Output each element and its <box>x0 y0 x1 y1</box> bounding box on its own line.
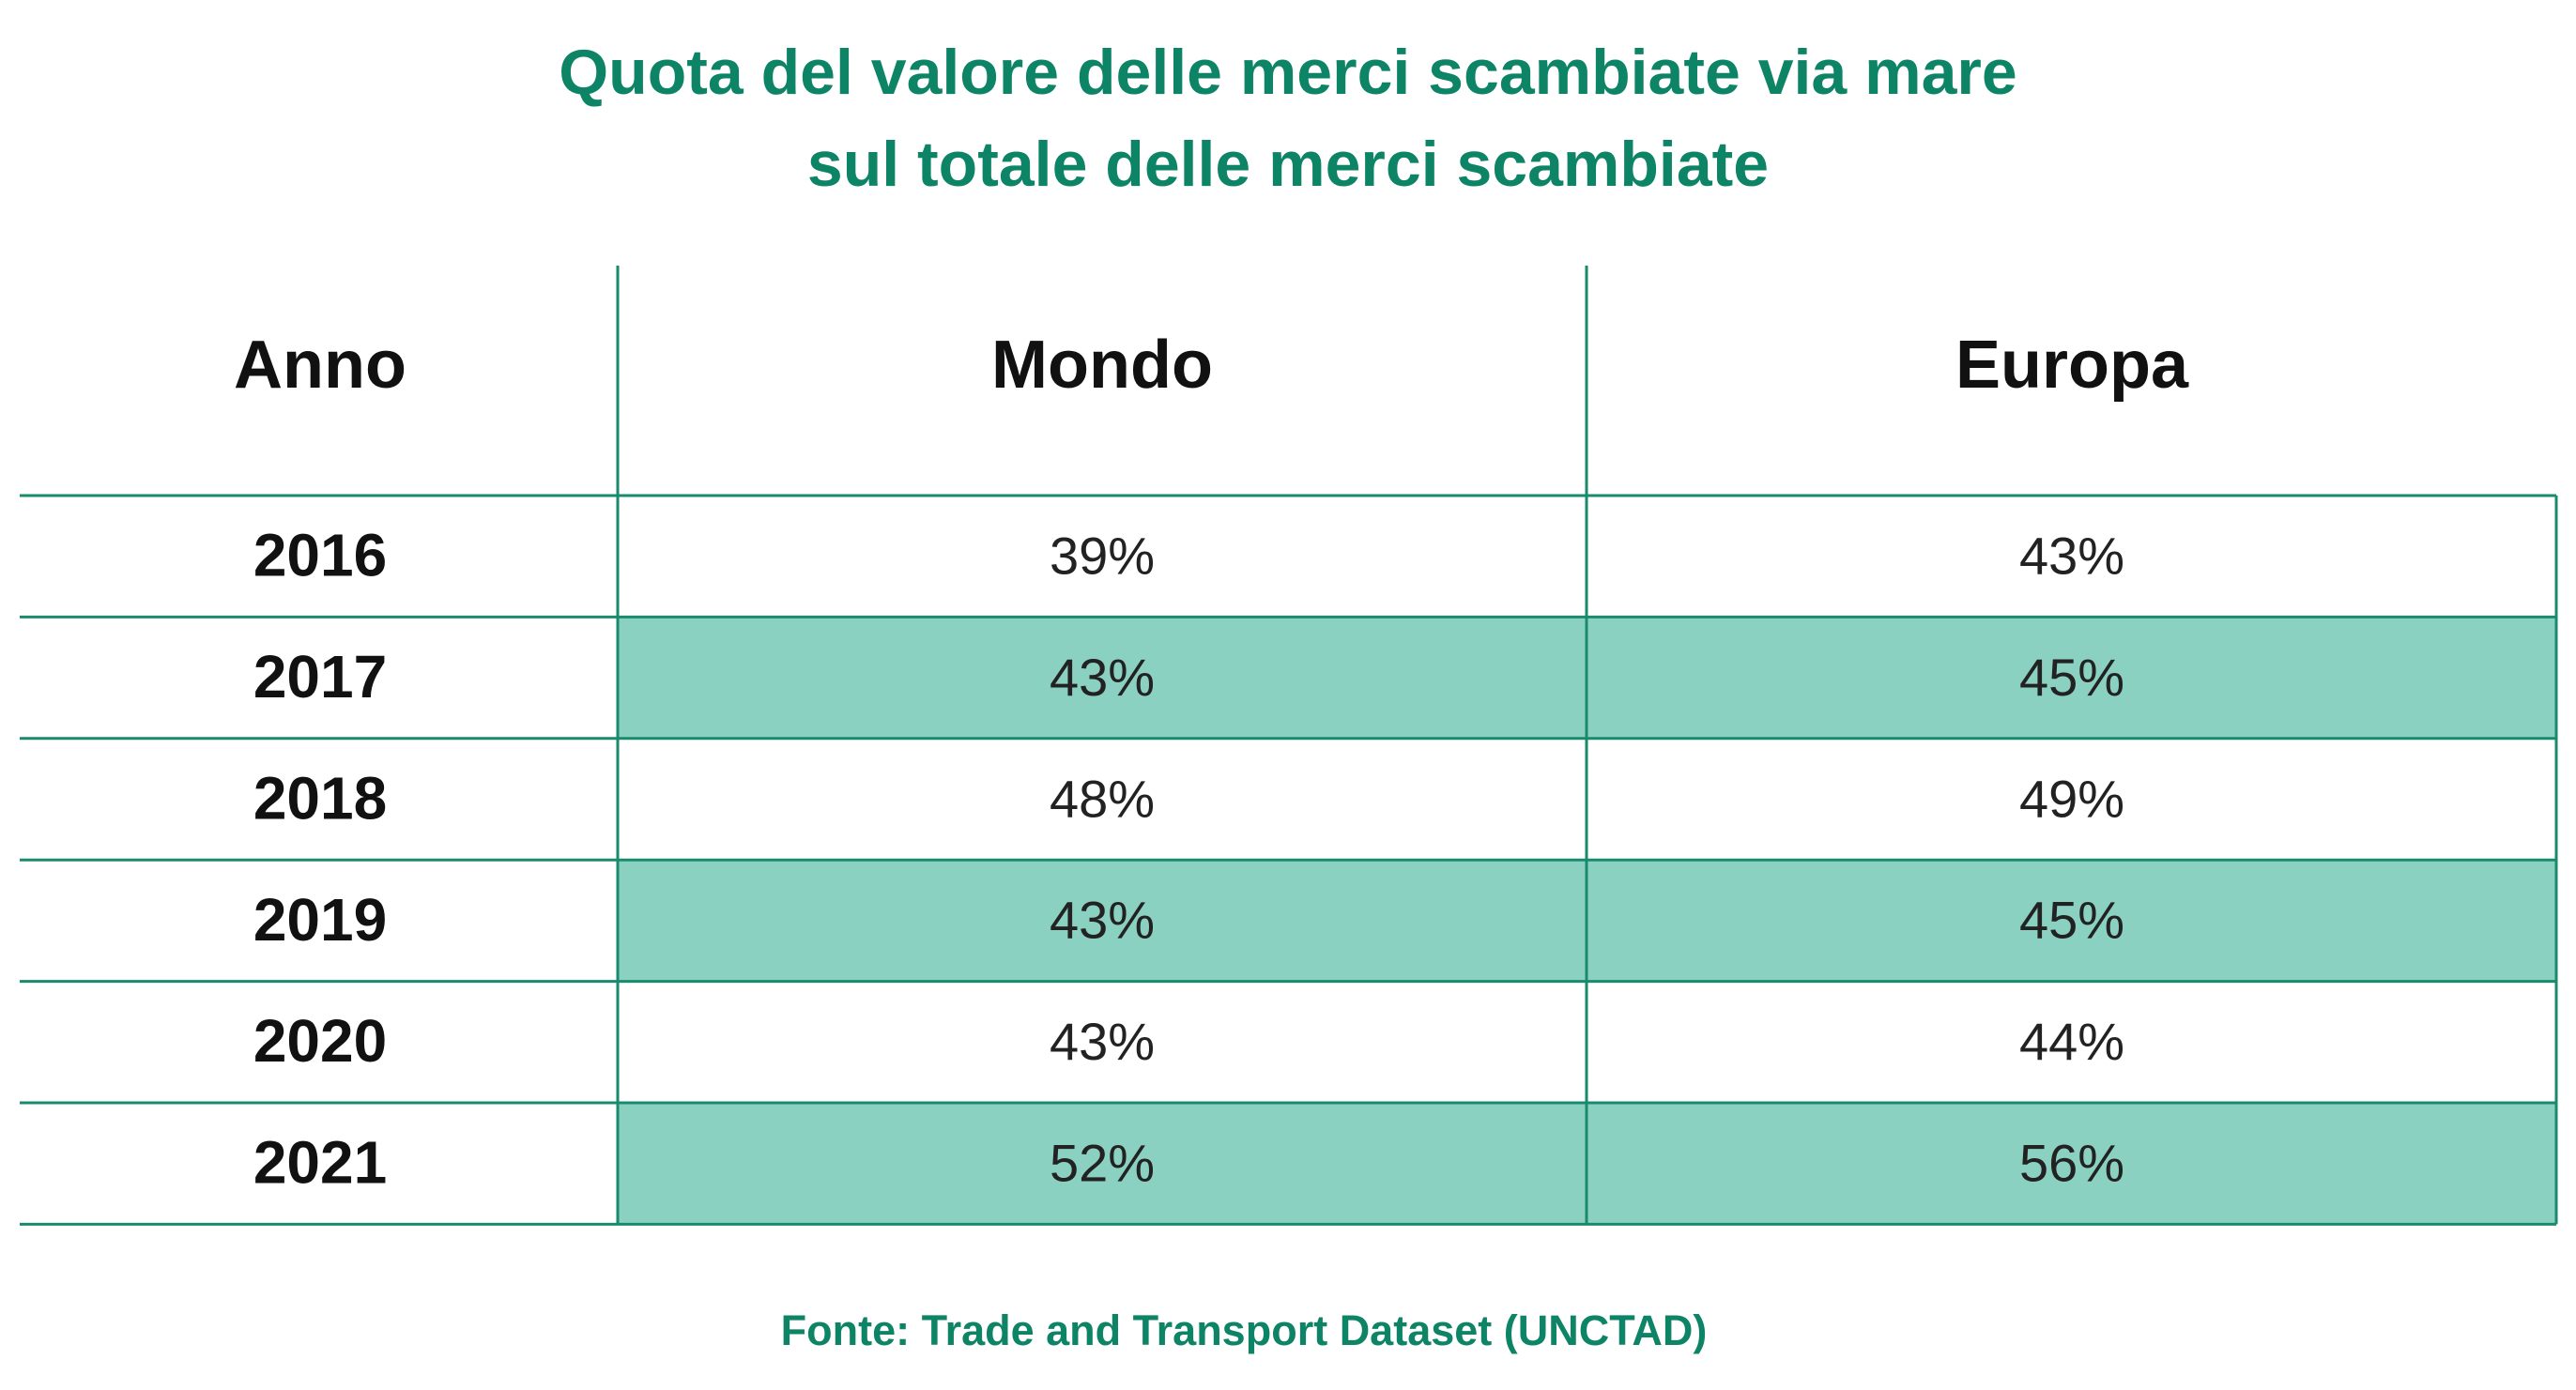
source: Fonte: Trade and Transport Dataset (UNCT… <box>781 1306 1708 1354</box>
year-cell: 2018 <box>253 764 387 832</box>
title-line: Quota del valore delle merci scambiate v… <box>559 37 2016 108</box>
value-cell: 43% <box>2019 526 2124 585</box>
value-cell: 43% <box>1050 891 1155 950</box>
title-line: sul totale delle merci scambiate <box>807 129 1769 200</box>
column-header: Mondo <box>991 328 1213 403</box>
value-cell: 43% <box>1050 648 1155 707</box>
value-cell: 56% <box>2019 1133 2124 1192</box>
table: Anno Mondo Europa 2016 39% 43% 2017 43% 45% 2018 4… <box>20 266 2558 1226</box>
column-header: Europa <box>1955 328 2189 403</box>
year-cell: 2017 <box>253 643 387 710</box>
year-cell: 2020 <box>253 1007 387 1075</box>
value-cell: 48% <box>1050 769 1155 828</box>
column-header: Anno <box>234 328 406 403</box>
value-cell: 49% <box>2019 769 2124 828</box>
year-cell: 2019 <box>253 886 387 954</box>
value-cell: 45% <box>2019 648 2124 707</box>
value-cell: 45% <box>2019 891 2124 950</box>
value-cell: 52% <box>1050 1133 1155 1192</box>
value-cell: 44% <box>2019 1012 2124 1071</box>
year-cell: 2016 <box>253 522 387 589</box>
value-cell: 39% <box>1050 526 1155 585</box>
year-cell: 2021 <box>253 1129 387 1197</box>
value-cell: 43% <box>1050 1012 1155 1071</box>
